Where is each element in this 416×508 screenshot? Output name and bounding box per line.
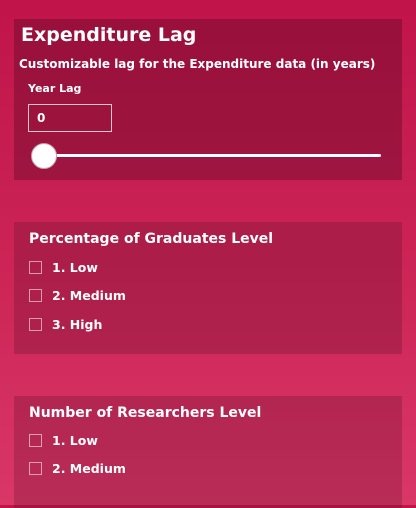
expenditure-lag-panel: Expenditure Lag Customizable lag for the… <box>14 19 402 180</box>
graduates-level-title: Percentage of Graduates Level <box>29 231 274 247</box>
checkbox[interactable] <box>29 317 42 331</box>
checkbox[interactable] <box>29 260 42 274</box>
graduates-option-high[interactable]: 3. High <box>29 315 102 333</box>
checkbox[interactable] <box>29 461 42 475</box>
year-lag-label: Year Lag <box>28 82 82 95</box>
option-label: 3. High <box>52 316 103 332</box>
expenditure-lag-subtitle: Customizable lag for the Expenditure dat… <box>19 57 376 71</box>
option-label: 2. Medium <box>52 460 126 476</box>
year-lag-slider-thumb[interactable] <box>31 143 57 169</box>
expenditure-lag-title: Expenditure Lag <box>21 24 197 46</box>
researchers-level-panel: Number of Researchers Level 1. Low 2. Me… <box>14 396 402 508</box>
graduates-level-panel: Percentage of Graduates Level 1. Low 2. … <box>14 222 402 354</box>
year-lag-slider-track[interactable] <box>44 154 381 157</box>
option-label: 1. Low <box>52 259 98 275</box>
graduates-option-medium[interactable]: 2. Medium <box>29 286 126 304</box>
year-lag-input[interactable] <box>28 104 112 132</box>
option-label: 1. Low <box>52 432 98 448</box>
graduates-option-low[interactable]: 1. Low <box>29 258 98 276</box>
researchers-option-medium[interactable]: 2. Medium <box>29 459 126 477</box>
checkbox[interactable] <box>29 288 42 302</box>
researchers-option-low[interactable]: 1. Low <box>29 431 98 449</box>
checkbox[interactable] <box>29 433 42 447</box>
researchers-level-title: Number of Researchers Level <box>29 405 262 421</box>
option-label: 2. Medium <box>52 287 126 303</box>
